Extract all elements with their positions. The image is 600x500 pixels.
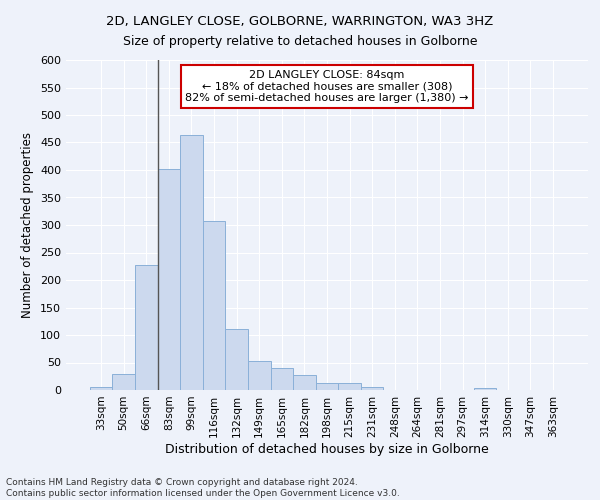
Bar bbox=[135, 264, 158, 390]
Text: Size of property relative to detached houses in Golborne: Size of property relative to detached ho… bbox=[123, 35, 477, 48]
Text: 2D LANGLEY CLOSE: 84sqm
← 18% of detached houses are smaller (308)
82% of semi-d: 2D LANGLEY CLOSE: 84sqm ← 18% of detache… bbox=[185, 70, 469, 103]
Bar bbox=[338, 384, 361, 390]
Bar bbox=[180, 136, 203, 390]
Y-axis label: Number of detached properties: Number of detached properties bbox=[22, 132, 34, 318]
Bar bbox=[474, 388, 496, 390]
Bar bbox=[112, 374, 135, 390]
Bar bbox=[90, 387, 112, 390]
X-axis label: Distribution of detached houses by size in Golborne: Distribution of detached houses by size … bbox=[165, 442, 489, 456]
Text: Contains HM Land Registry data © Crown copyright and database right 2024.
Contai: Contains HM Land Registry data © Crown c… bbox=[6, 478, 400, 498]
Bar bbox=[361, 387, 383, 390]
Bar bbox=[158, 169, 180, 390]
Text: 2D, LANGLEY CLOSE, GOLBORNE, WARRINGTON, WA3 3HZ: 2D, LANGLEY CLOSE, GOLBORNE, WARRINGTON,… bbox=[106, 15, 494, 28]
Bar bbox=[203, 220, 226, 390]
Bar bbox=[226, 329, 248, 390]
Bar bbox=[293, 375, 316, 390]
Bar bbox=[316, 383, 338, 390]
Bar bbox=[248, 361, 271, 390]
Bar bbox=[271, 368, 293, 390]
